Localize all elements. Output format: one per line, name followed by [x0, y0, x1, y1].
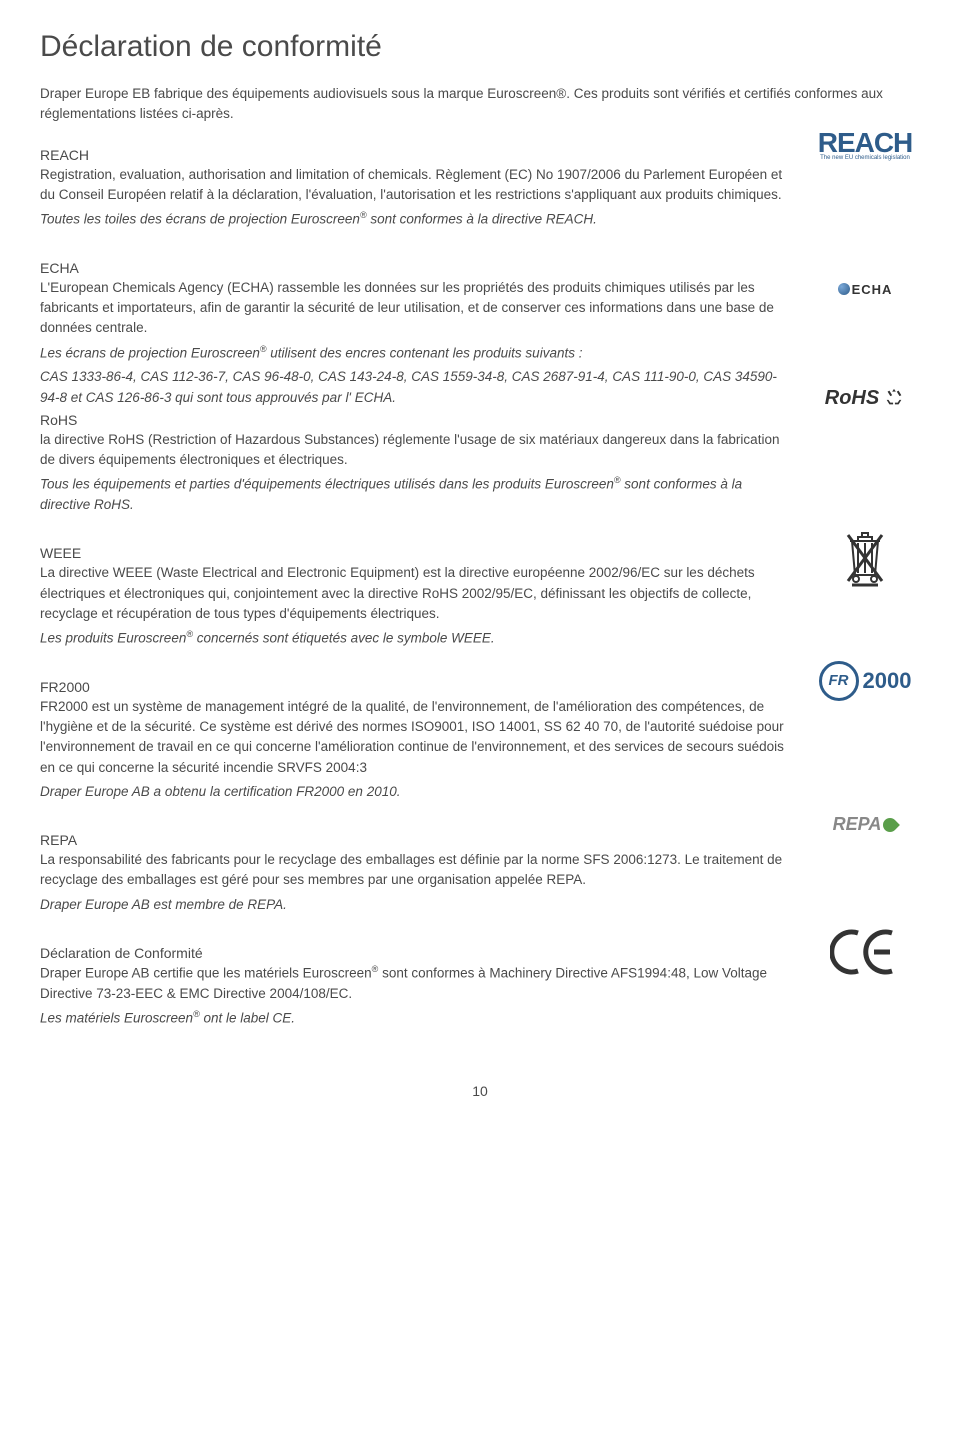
weee-bin-icon [840, 527, 890, 587]
weee-heading: WEEE [40, 545, 790, 561]
fr2000-heading: FR2000 [40, 679, 790, 695]
repa-heading: REPA [40, 832, 790, 848]
echa-globe-icon [838, 283, 850, 295]
rohs-heading: RoHS [40, 412, 790, 428]
rohs-body: la directive RoHS (Restriction of Hazard… [40, 430, 790, 471]
reach-heading: REACH [40, 147, 790, 163]
weee-italic: Les produits Euroscreen® concernés sont … [40, 628, 790, 649]
fr2000-italic: Draper Europe AB a obtenu la certificati… [40, 782, 790, 802]
page-title: Déclaration de conformité [40, 30, 920, 64]
echa-italic: Les écrans de projection Euroscreen® uti… [40, 343, 790, 364]
fr2000-body: FR2000 est un système de management inté… [40, 697, 790, 778]
declaration-heading: Déclaration de Conformité [40, 945, 790, 961]
echa-cas-list: CAS 1333-86-4, CAS 112-36-7, CAS 96-48-0… [40, 367, 790, 408]
ce-mark-icon [830, 927, 900, 977]
reach-body: Registration, evaluation, authorisation … [40, 165, 790, 206]
declaration-body: Draper Europe AB certifie que les matéri… [40, 963, 790, 1004]
reach-logo: REACH The new EU chemicals legislation [818, 129, 913, 161]
weee-body: La directive WEEE (Waste Electrical and … [40, 563, 790, 624]
repa-body: La responsabilité des fabricants pour le… [40, 850, 790, 891]
page-number: 10 [40, 1083, 920, 1099]
repa-logo: REPA [833, 814, 898, 835]
rohs-italic: Tous les équipements et parties d'équipe… [40, 474, 790, 515]
echa-heading: ECHA [40, 260, 790, 276]
fr2000-logo: FR 2000 [819, 661, 912, 701]
rohs-recycle-icon [883, 387, 905, 409]
reach-italic: Toutes les toiles des écrans de projecti… [40, 209, 790, 230]
repa-leaf-icon [880, 815, 900, 835]
echa-logo: ECHA [838, 282, 893, 297]
declaration-italic: Les matériels Euroscreen® ont le label C… [40, 1008, 790, 1029]
intro-text: Draper Europe EB fabrique des équipement… [40, 84, 920, 125]
rohs-logo: RoHS [825, 387, 905, 410]
echa-body: L'European Chemicals Agency (ECHA) rasse… [40, 278, 790, 339]
repa-italic: Draper Europe AB est membre de REPA. [40, 895, 790, 915]
